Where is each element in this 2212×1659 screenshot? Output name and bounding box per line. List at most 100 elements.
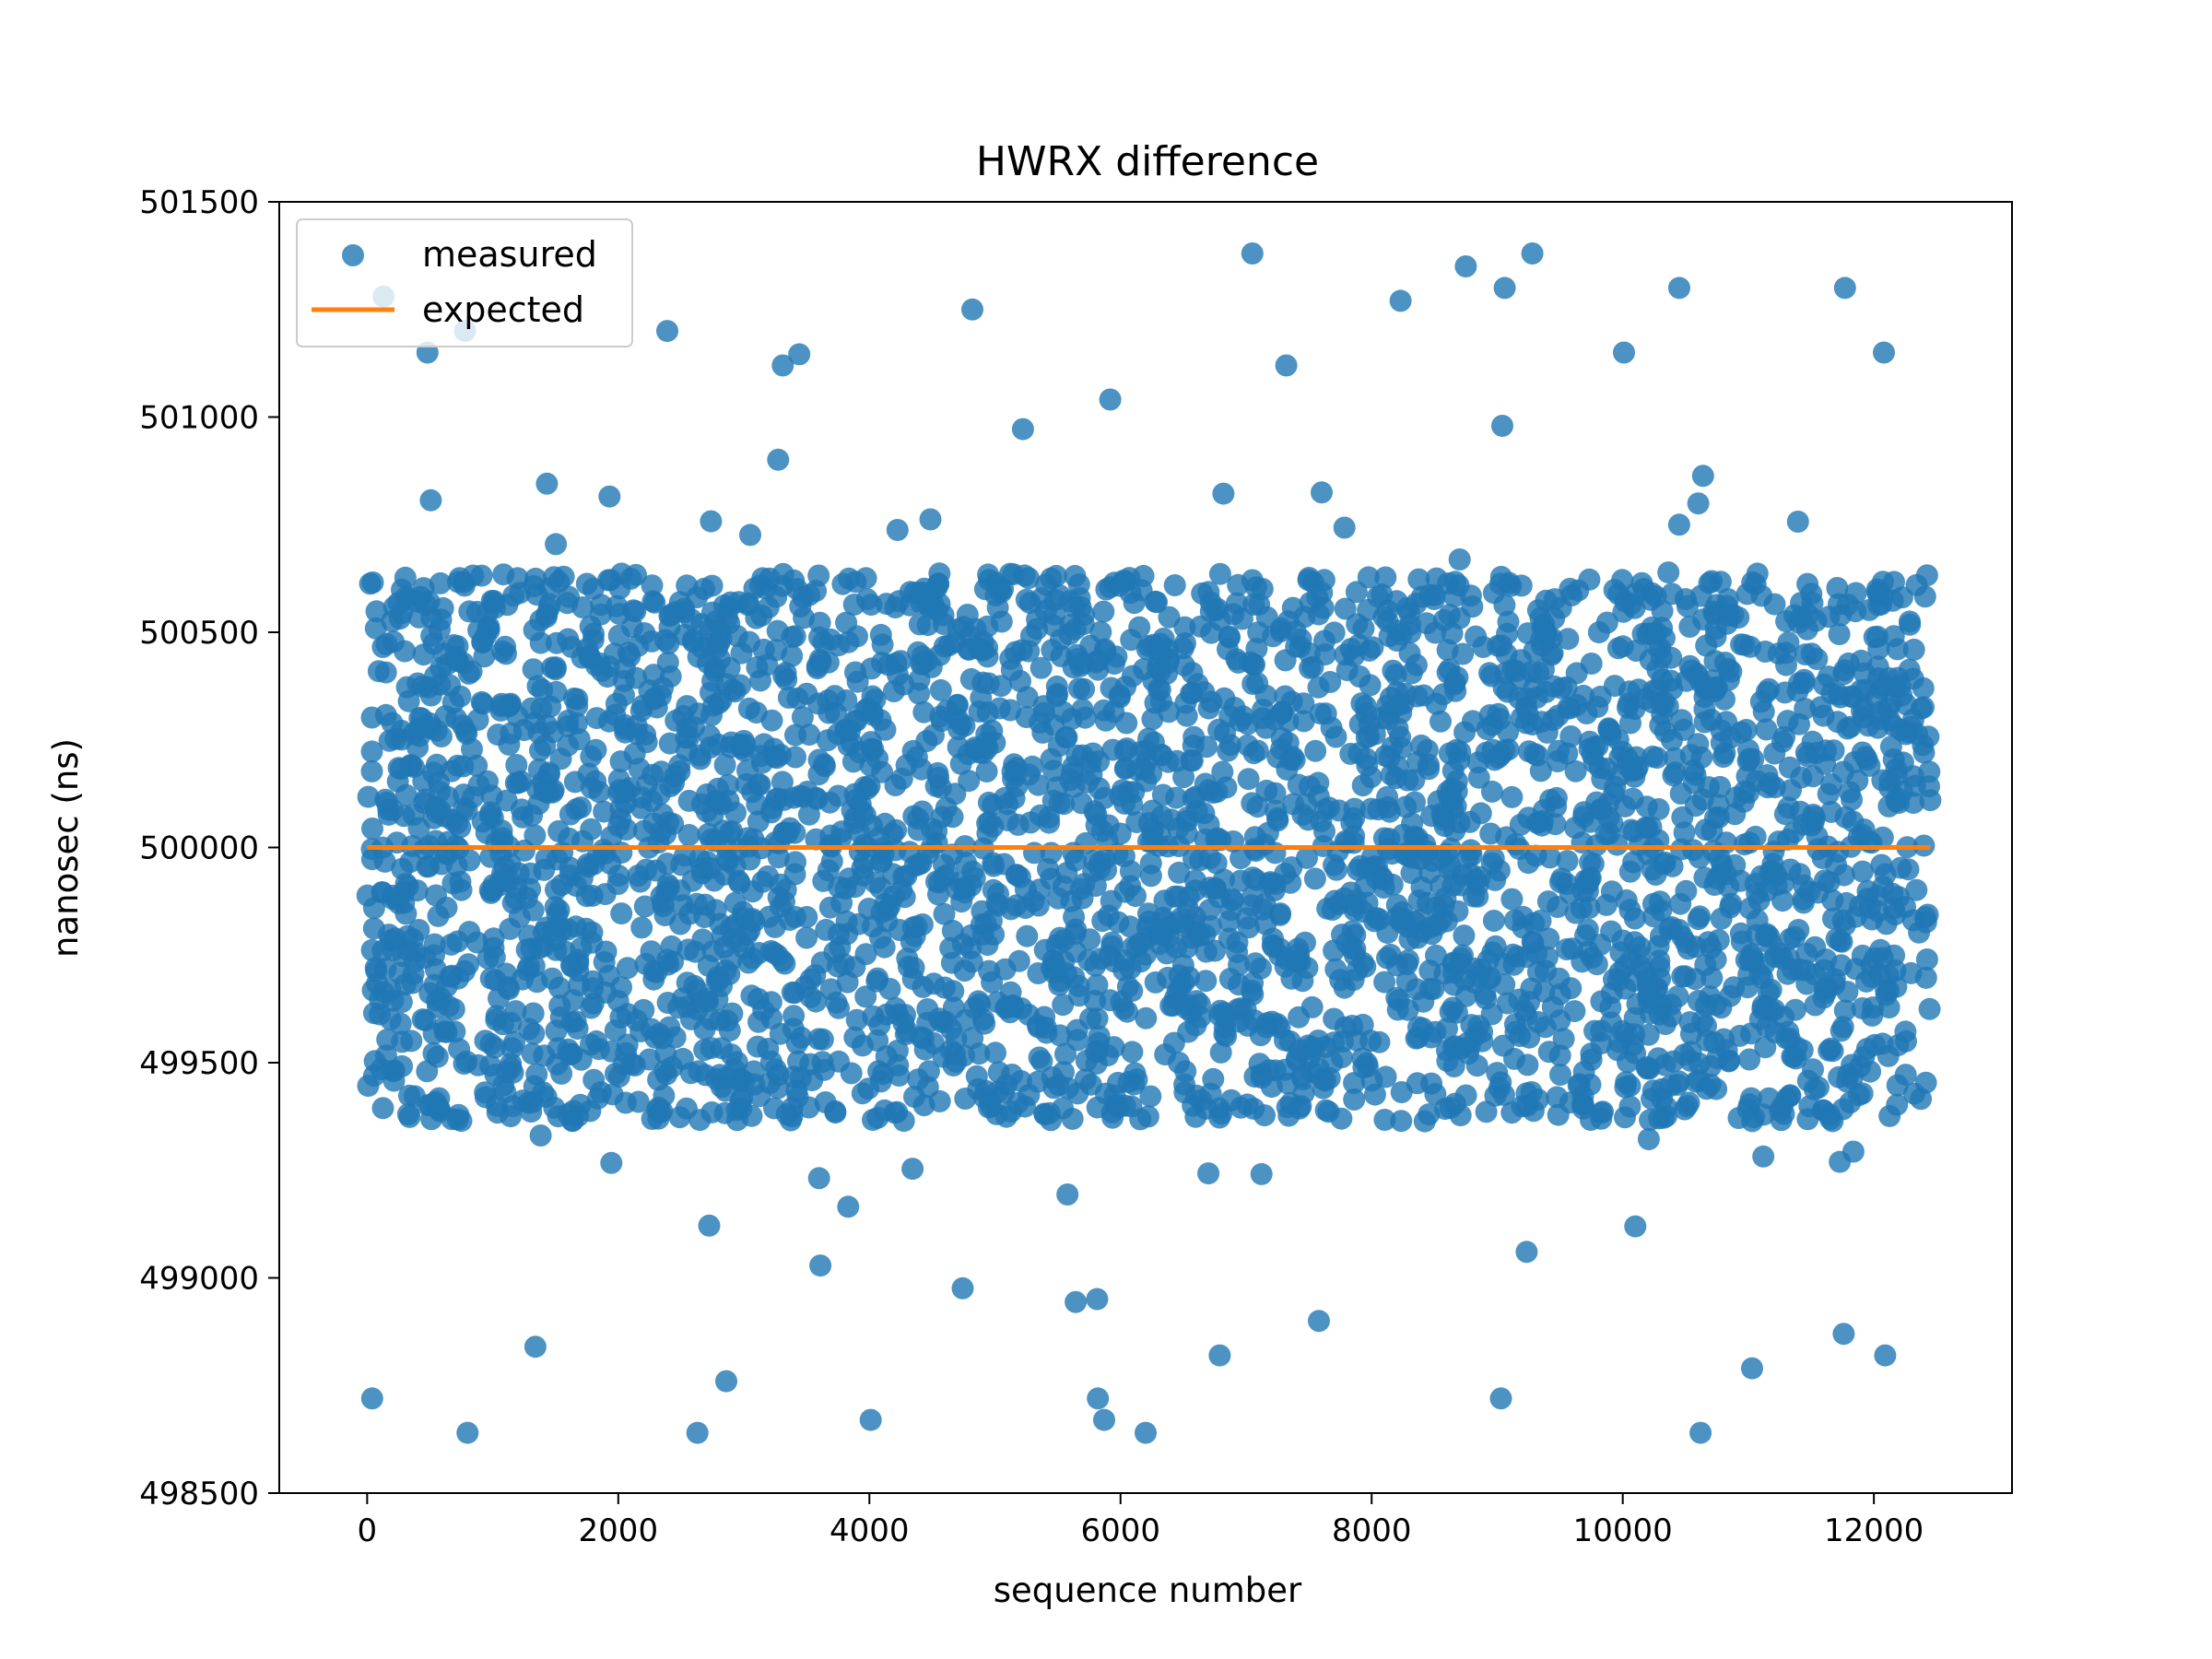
data-point <box>1559 725 1583 747</box>
data-point <box>1247 621 1270 644</box>
data-point <box>1646 977 1668 1000</box>
data-point <box>1001 994 1024 1017</box>
data-point <box>807 1167 830 1190</box>
data-point <box>630 916 653 939</box>
data-point <box>1356 1055 1379 1077</box>
data-point <box>610 976 632 999</box>
data-point <box>1832 864 1855 887</box>
data-point <box>394 973 417 996</box>
data-point-outlier <box>1208 1344 1231 1367</box>
data-point <box>842 594 865 616</box>
data-point <box>374 661 397 684</box>
data-point <box>1181 749 1204 772</box>
data-point <box>733 730 755 752</box>
data-point <box>1704 994 1727 1017</box>
data-point <box>525 971 548 994</box>
data-point <box>1068 587 1091 609</box>
data-point <box>1359 797 1382 820</box>
data-point <box>1085 803 1108 826</box>
data-point <box>1627 678 1650 701</box>
data-point <box>1296 957 1319 980</box>
data-point <box>1673 1043 1696 1066</box>
data-point <box>1176 935 1199 959</box>
data-point <box>597 655 620 678</box>
data-point <box>651 1027 674 1050</box>
data-point <box>742 828 765 851</box>
data-point <box>916 998 939 1020</box>
data-point <box>1560 937 1583 960</box>
data-point <box>557 734 580 757</box>
data-point <box>740 984 763 1007</box>
data-point <box>1195 735 1218 759</box>
data-point <box>412 643 435 666</box>
data-point <box>704 899 727 922</box>
data-point <box>1082 860 1105 883</box>
data-point <box>360 740 383 763</box>
data-point <box>1524 743 1546 765</box>
data-point <box>1297 569 1320 592</box>
data-point <box>441 872 465 895</box>
y-tick-label: 501500 <box>139 184 259 221</box>
data-point <box>1334 597 1357 620</box>
data-point <box>1018 592 1041 615</box>
data-point <box>1709 863 1732 886</box>
data-point <box>1163 987 1186 1010</box>
data-point <box>980 1095 1003 1118</box>
data-point <box>1312 1077 1335 1100</box>
data-point <box>1019 811 1042 834</box>
data-point <box>1492 1034 1514 1057</box>
data-point <box>1084 954 1107 977</box>
data-point <box>795 926 818 949</box>
data-point <box>1089 620 1112 643</box>
data-point <box>1828 623 1851 646</box>
data-point <box>1313 798 1336 821</box>
data-point <box>1015 706 1038 728</box>
data-point <box>1292 692 1315 715</box>
points-layer <box>356 242 1942 1444</box>
data-point <box>1433 962 1456 985</box>
data-point <box>1738 1093 1760 1116</box>
data-point-outlier <box>1087 1387 1110 1410</box>
data-point <box>1108 684 1131 707</box>
data-point <box>562 989 584 1012</box>
data-point <box>1462 710 1484 733</box>
data-point-outlier <box>360 1387 383 1410</box>
data-point <box>1809 696 1832 719</box>
data-point <box>501 1095 524 1118</box>
data-point <box>1069 877 1092 900</box>
data-point <box>615 781 638 804</box>
data-point <box>912 1094 935 1117</box>
data-point <box>1654 1013 1677 1036</box>
data-point <box>1427 790 1450 813</box>
data-point <box>771 771 794 794</box>
data-point <box>1905 878 1928 901</box>
data-point <box>691 928 714 951</box>
data-point <box>1475 1100 1498 1124</box>
data-point <box>784 906 806 928</box>
data-point <box>987 1061 1010 1084</box>
data-point <box>807 748 830 771</box>
data-point <box>1191 582 1214 605</box>
data-point <box>1687 492 1710 515</box>
data-point <box>1478 662 1500 685</box>
data-point <box>1677 937 1700 960</box>
data-point <box>767 1077 790 1100</box>
data-point <box>765 788 788 811</box>
data-point <box>1441 759 1465 782</box>
data-point <box>736 759 759 782</box>
data-point <box>537 597 560 620</box>
data-point <box>1374 566 1397 589</box>
data-point <box>1795 942 1818 965</box>
data-point <box>491 862 513 885</box>
y-axis-title: nanosec (ns) <box>46 738 86 958</box>
data-point <box>1074 1068 1097 1091</box>
data-point <box>1688 846 1711 869</box>
data-point <box>524 567 547 590</box>
data-point <box>679 1062 702 1085</box>
data-point <box>1206 781 1229 804</box>
data-point <box>647 831 670 854</box>
data-point <box>1291 1068 1314 1091</box>
data-point <box>1113 739 1136 762</box>
data-point <box>878 978 901 1000</box>
x-tick-label: 8000 <box>1332 1512 1412 1549</box>
